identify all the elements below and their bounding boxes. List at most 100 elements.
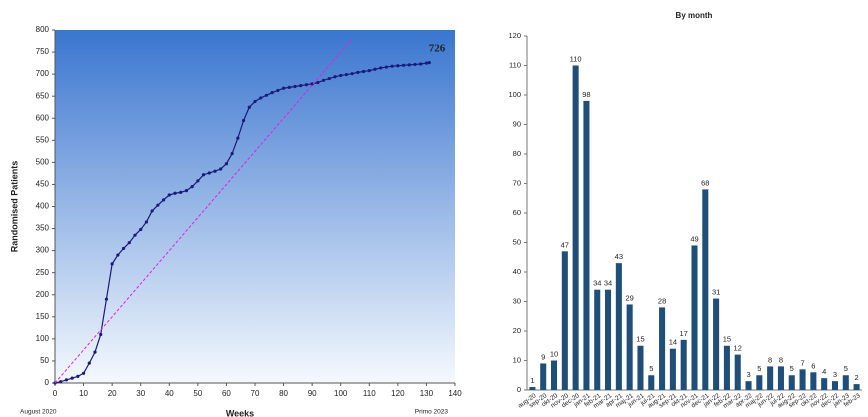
x-tick-label: 10 [79, 389, 88, 398]
bar [540, 363, 547, 390]
marker [427, 61, 431, 65]
data-label: 5 [844, 364, 848, 373]
marker [299, 83, 303, 88]
y-tick-label: 350 [36, 224, 50, 233]
marker [150, 209, 154, 213]
data-label: 14 [669, 338, 677, 347]
data-label: 34 [593, 279, 601, 288]
marker [384, 65, 389, 69]
bar [615, 263, 622, 390]
marker [196, 179, 200, 183]
marker [190, 185, 194, 189]
bar [799, 369, 806, 390]
x-tick-label: 30 [136, 389, 145, 398]
marker [121, 246, 126, 251]
data-label: 5 [649, 364, 653, 373]
bar [788, 375, 795, 390]
marker [230, 151, 234, 156]
x-tick-label: 140 [448, 389, 462, 398]
marker [304, 83, 309, 87]
bar [680, 339, 687, 390]
y-tick-label: 100 [508, 90, 521, 99]
data-label: 31 [712, 288, 720, 297]
y-tick-label: 650 [36, 91, 50, 100]
bar [853, 384, 860, 390]
marker [293, 84, 297, 89]
x-axis-label: Weeks [226, 408, 254, 417]
data-label: 68 [701, 178, 709, 187]
bar [561, 251, 568, 390]
bar [745, 381, 752, 390]
x-tick-label: 70 [251, 389, 260, 398]
marker [167, 193, 171, 197]
y-tick-label: 40 [513, 267, 521, 276]
marker [64, 378, 69, 382]
data-label: 12 [734, 344, 742, 353]
data-label: 6 [811, 361, 815, 370]
bar [648, 375, 655, 390]
y-tick-label: 250 [36, 268, 50, 277]
marker [344, 72, 349, 77]
marker [110, 262, 114, 266]
data-label: 17 [680, 329, 688, 338]
marker [327, 76, 331, 81]
data-label: 49 [690, 234, 698, 243]
marker [224, 162, 229, 166]
marker [333, 75, 337, 79]
data-label: 47 [561, 240, 569, 249]
marker [281, 86, 286, 90]
data-label: 7 [800, 358, 804, 367]
y-tick-label: 60 [513, 208, 521, 217]
marker [356, 70, 360, 74]
y-tick-label: 150 [36, 312, 50, 321]
data-label: 29 [625, 293, 633, 302]
bar [777, 366, 784, 390]
bar [702, 189, 709, 390]
marker [87, 361, 91, 365]
data-label: 34 [604, 279, 612, 288]
marker [99, 332, 103, 337]
data-label: 3 [746, 370, 750, 379]
data-label: 5 [757, 364, 761, 373]
y-tick-label: 300 [36, 246, 50, 255]
bar [756, 375, 763, 390]
marker [390, 64, 394, 68]
x-tick-label: 80 [279, 389, 288, 398]
x-tick-label: 20 [108, 389, 117, 398]
y-axis-label: Randomised Patients [9, 161, 19, 253]
bar [842, 375, 849, 390]
marker [76, 374, 80, 378]
marker [350, 72, 354, 76]
x-tick-label: 100 [334, 389, 348, 398]
y-tick-label: 20 [513, 326, 521, 335]
marker [70, 376, 74, 380]
bar [637, 345, 644, 390]
marker [201, 173, 206, 177]
marker [81, 371, 86, 375]
x-tick-label: 90 [308, 389, 317, 398]
marker [316, 80, 320, 85]
marker [104, 297, 109, 301]
chart-title: By month [676, 11, 713, 20]
y-tick-label: 500 [36, 157, 50, 166]
marker [419, 62, 423, 66]
data-label: 5 [790, 364, 794, 373]
y-tick-label: 550 [36, 135, 50, 144]
marker [407, 63, 411, 67]
data-label: 15 [723, 335, 731, 344]
x-tick-label: 50 [193, 389, 202, 398]
marker [156, 203, 160, 207]
x-tick-label: 130 [420, 389, 434, 398]
y-tick-label: 700 [36, 69, 50, 78]
data-label: 3 [833, 370, 837, 379]
bar [605, 289, 612, 390]
y-tick-label: 50 [513, 237, 521, 246]
bar [713, 298, 720, 390]
bar [626, 304, 633, 390]
marker [339, 73, 343, 78]
data-label: 4 [822, 367, 826, 376]
y-tick-label: 110 [509, 60, 521, 69]
marker [287, 85, 291, 89]
y-tick-label: 0 [45, 378, 50, 387]
y-tick-label: 120 [508, 31, 521, 40]
